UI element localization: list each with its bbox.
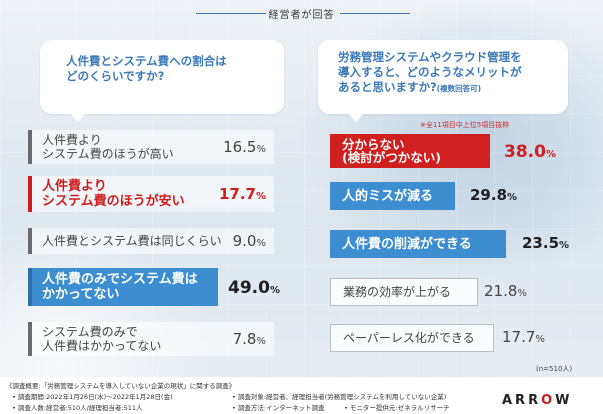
answer-right-5-value: 17.7 [502,328,536,346]
answer-left-1-line-2: システム費のほうが高い [42,147,174,161]
question-2-line-1: 労務管理システムやクラウド管理を [338,50,522,64]
footer-method: • 調査方法:インターネット調査 [232,404,325,412]
answer-left-5: システム費のみで 人件費はかかってない 7.8% [28,322,274,356]
question-2-line-3: あると思いますか? [338,80,437,94]
answer-left-5-unit: % [256,336,266,347]
answer-right-2-bar: 人的ミスが減る [330,182,455,210]
header-rule-right [340,13,410,14]
answer-left-5-line-2: 人件費はかかってない [42,339,162,353]
answer-right-1-value: 38.0 [504,142,546,162]
footer-provider: • モニター提供元:ゼネラルリサーチ [344,404,450,412]
answer-left-3: 人件費とシステム費は同じくらい 9.0% [28,228,274,254]
footer-people: • 調査人数:経営者:510人/経理担当者:511人 [12,404,143,412]
answer-right-4-value: 21.8 [484,282,518,300]
answer-left-3-unit: % [256,238,266,249]
answer-left-4-line-2: かかってない [42,287,120,302]
answer-right-4-bar: 業務の効率が上がる [330,278,478,306]
answer-left-2-line-1: 人件費より [42,179,107,194]
arrow-logo-text-b: W [555,393,573,408]
question-2-bubble: 労務管理システムやクラウド管理を 導入すると、どのようなメリットが あると思いま… [318,40,568,122]
answer-left-4-figure: 49.0% [228,276,288,300]
answer-left-4-unit: % [269,285,280,296]
question-1-bubble: 人件費とシステム費への割合は どのくらいですか? [40,40,284,122]
answer-right-3-line-1: 人件費の削減ができる [342,236,472,252]
answer-right-3-value: 23.5 [522,234,560,252]
footer-overview: 《調査概要:「労務管理システムを導入していない企業の現状」に関する調査》 [6,382,236,390]
answer-right-1-unit: % [545,149,556,160]
answer-right-4-unit: % [517,288,527,299]
answer-right-2-value: 29.8 [470,186,508,204]
arrow-logo: ARROW [502,393,573,408]
answer-right-1-bar: 分からない (検討がつかない) [330,134,490,168]
answer-left-3-line-1: 人件費とシステム費は同じくらい [42,234,222,248]
answer-left-4-value: 49.0 [228,278,270,298]
answer-right-2-unit: % [507,192,518,203]
answer-right-1: 分からない (検討がつかない) 38.0% [330,134,600,168]
answer-right-5-bar: ペーパーレス化ができる [330,324,494,352]
answer-left-5-value: 7.8 [232,330,257,348]
question-1-line-2: どのくらいですか? [66,69,165,83]
answer-left-2-unit: % [255,191,266,202]
answer-right-3-unit: % [559,240,570,251]
answer-right-4: 業務の効率が上がる 21.8% [330,278,600,306]
answer-right-1-line-1: 分からない [342,137,405,152]
answer-left-3-value: 9.0 [232,232,257,250]
answer-left-2: 人件費より システム費のほうが安い 17.7% [28,176,274,212]
question-2-subnote: ※全11項目中上位5項目抜粋 [420,121,510,129]
answer-left-1-value: 16.5 [223,138,257,156]
answer-right-5: ペーパーレス化ができる 17.7% [330,324,600,352]
footer-target: • 調査対象:経営者、経理担当者(労務管理システムを利用していない企業) [232,393,447,401]
arrow-logo-text-a: ARR [502,393,542,408]
footer [0,377,603,414]
footer-period: • 調査期間:2022年1月26日(水)〜2022年1月28日(金) [12,393,173,401]
answer-right-2-line-1: 人的ミスが減る [342,188,434,204]
answer-right-4-line-1: 業務の効率が上がる [343,284,452,299]
answer-right-3: 人件費の削減ができる 23.5% [330,230,600,258]
question-2-note: (複数回答可) [436,84,482,93]
answer-right-2: 人的ミスが減る 29.8% [330,182,600,210]
answer-left-5-line-1: システム費のみで [42,325,138,339]
answer-left-4: 人件費のみでシステム費は かかってない [28,268,218,306]
answer-right-5-unit: % [535,334,545,345]
answer-left-2-line-2: システム費のほうが安い [42,194,185,209]
header-rule-left [196,13,266,14]
answer-left-1-unit: % [256,144,266,155]
answer-right-1-line-2: (検討がつかない) [342,150,441,165]
answer-left-1: 人件費より システム費のほうが高い 16.5% [28,130,274,164]
answer-right-3-bar: 人件費の削減ができる [330,230,506,258]
sample-size-note: (n=510人) [536,365,573,373]
answer-left-2-value: 17.7 [218,185,256,203]
question-1-line-1: 人件費とシステム費への割合は [66,54,227,68]
arrow-logo-mark-icon: O [541,393,556,408]
answer-left-4-line-1: 人件費のみでシステム費は [42,272,198,287]
answer-right-5-line-1: ペーパーレス化ができる [343,330,475,345]
header-title: 経営者が回答 [268,10,335,21]
question-2-line-2: 導入すると、どのようなメリットが [338,65,522,79]
answer-left-1-line-1: 人件費より [42,133,102,147]
